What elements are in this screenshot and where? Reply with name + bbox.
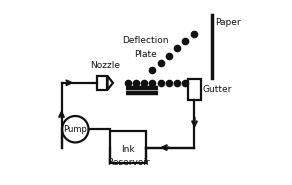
Text: Plate: Plate: [134, 50, 157, 58]
Text: Gutter: Gutter: [203, 85, 232, 94]
Text: Reservoir: Reservoir: [107, 158, 150, 167]
Text: Nozzle: Nozzle: [90, 61, 120, 70]
Text: Deflection: Deflection: [122, 36, 168, 45]
Bar: [110, 131, 146, 163]
Bar: [188, 79, 201, 100]
Text: Paper: Paper: [215, 18, 241, 27]
Text: Pump: Pump: [63, 125, 87, 134]
Bar: [97, 76, 107, 90]
Text: Ink: Ink: [121, 145, 135, 154]
